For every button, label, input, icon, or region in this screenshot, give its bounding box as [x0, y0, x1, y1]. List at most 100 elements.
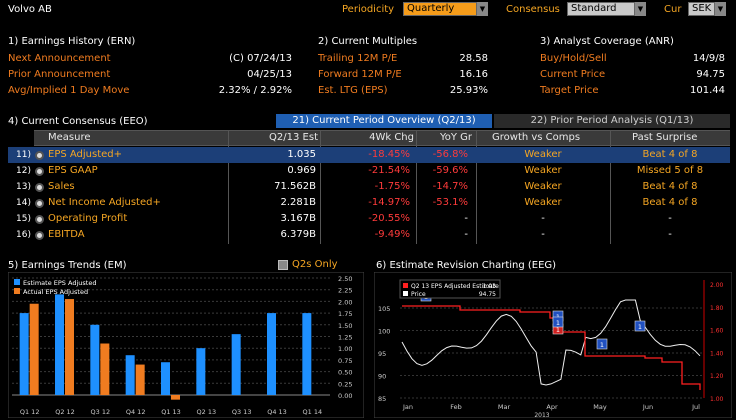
table-row[interactable]: 14) Net Income Adjusted+ 2.281B -14.97% … — [8, 195, 730, 211]
column-header-yoy[interactable]: YoY Gr — [439, 132, 472, 143]
measure-name: EPS Adjusted+ — [48, 149, 123, 160]
estimate-bar — [302, 313, 312, 395]
x-tick-label: Apr — [546, 403, 558, 411]
current-multiples-title[interactable]: 2) Current Multiples — [318, 36, 418, 47]
y-tick-label: 1.50 — [338, 322, 352, 330]
four-week-change: -9.49% — [374, 229, 410, 240]
analyst-label: Buy/Hold/Sell — [540, 53, 607, 64]
periodicity-select[interactable]: Quarterly — [403, 2, 477, 16]
analyst-value: 14/9/8 — [692, 53, 725, 64]
earnings-trends-chart: 2.50 2.25 2.00 1.75 1.50 1.25 1.00 0.75 0.50 0.25… — [8, 272, 364, 418]
x-tick-label: Jan — [402, 403, 413, 411]
earnings-history-value: (C) 07/24/13 — [229, 53, 292, 64]
column-header-4wk[interactable]: 4Wk Chg — [369, 132, 414, 143]
radio-icon[interactable] — [35, 199, 44, 208]
radio-icon[interactable] — [35, 215, 44, 224]
row-number: 16) — [16, 230, 31, 240]
multiples-value: 28.58 — [459, 53, 488, 64]
table-row[interactable]: 15) Operating Profit 3.167B -20.55% - - … — [8, 211, 730, 227]
estimate-value: 1.035 — [287, 149, 316, 160]
right-tick-label: 2.00 — [710, 282, 724, 289]
estimate-value: 6.379B — [280, 229, 317, 240]
yoy-growth: - — [464, 229, 468, 240]
actual-bar — [100, 343, 110, 395]
x-tick-label: Q3 13 — [232, 408, 252, 416]
four-week-change: -20.55% — [368, 213, 410, 224]
radio-icon[interactable] — [35, 231, 44, 240]
analyst-value: 94.75 — [696, 69, 725, 80]
x-tick-label: May — [593, 403, 607, 411]
column-divider — [610, 130, 611, 244]
multiples-value: 16.16 — [459, 69, 488, 80]
right-tick-label: 1.80 — [710, 305, 724, 312]
table-row[interactable]: 13) Sales 71.562B -1.75% -14.7% Weaker B… — [8, 179, 730, 195]
window-title: Volvo AB — [8, 4, 52, 15]
actual-bar — [65, 299, 74, 395]
chevron-down-icon[interactable]: ▼ — [715, 2, 726, 16]
four-week-change: -21.54% — [368, 165, 410, 176]
x-tick-label: Feb — [450, 403, 462, 411]
radio-icon[interactable] — [35, 151, 44, 160]
revision-marker-label: 1 — [600, 341, 604, 349]
consensus-select[interactable]: Standard — [567, 2, 635, 16]
y-tick-label: 2.25 — [338, 287, 352, 295]
earnings-trends-title[interactable]: 5) Earnings Trends (EM) — [8, 260, 127, 271]
x-tick-label: Q1 12 — [20, 408, 40, 416]
analyst-coverage-title[interactable]: 3) Analyst Coverage (ANR) — [540, 36, 674, 47]
x-tick-label: Q2 13 — [197, 408, 217, 416]
table-row[interactable]: 16) EBITDA 6.379B -9.49% - - - — [8, 227, 730, 243]
table-header: Measure Q2/13 Est 4Wk Chg YoY Gr Growth … — [34, 130, 730, 146]
currency-select[interactable]: SEK — [688, 2, 715, 16]
x-tick-label: Q4 12 — [126, 408, 146, 416]
actual-bar — [29, 303, 39, 395]
past-surprise: Beat 4 of 8 — [642, 197, 698, 208]
measure-name: EBITDA — [48, 229, 85, 240]
y-tick-label: 1.00 — [338, 345, 352, 353]
table-row[interactable]: 11) EPS Adjusted+ 1.035 -18.45% -56.8% W… — [8, 147, 730, 163]
x-tick-label: Q1 14 — [303, 408, 323, 416]
earnings-history-value: 04/25/13 — [247, 69, 292, 80]
legend-label: Actual EPS Adjusted — [23, 288, 88, 296]
growth-vs-comps: - — [541, 229, 545, 240]
past-surprise: - — [668, 213, 672, 224]
y-tick-label: 0.50 — [338, 369, 352, 377]
y-tick-label: 0.75 — [338, 357, 352, 365]
estimate-bar — [19, 313, 29, 395]
column-header-est[interactable]: Q2/13 Est — [269, 132, 318, 143]
legend-value: 94.75 — [479, 291, 496, 298]
chevron-down-icon[interactable]: ▼ — [635, 2, 646, 16]
y-tick-label: 1.75 — [338, 310, 352, 318]
consensus-title[interactable]: 4) Current Consensus (EEO) — [8, 116, 148, 127]
tab-current-period[interactable]: 21) Current Period Overview (Q2/13) — [276, 114, 492, 128]
estimate-value: 2.281B — [280, 197, 317, 208]
row-number: 15) — [16, 214, 31, 224]
past-surprise: Beat 4 of 8 — [642, 149, 698, 160]
q2s-checkbox[interactable] — [278, 260, 288, 270]
column-header-surprise[interactable]: Past Surprise — [632, 132, 698, 143]
estimate-value: 71.562B — [274, 181, 316, 192]
column-header-growth[interactable]: Growth vs Comps — [492, 132, 581, 143]
tab-prior-period[interactable]: 22) Prior Period Analysis (Q1/13) — [494, 114, 730, 128]
chevron-down-icon[interactable]: ▼ — [477, 2, 488, 16]
actual-bar — [135, 364, 145, 395]
growth-vs-comps: Weaker — [524, 165, 562, 176]
row-number: 12) — [16, 166, 31, 176]
currency-label: Cur — [664, 4, 682, 15]
four-week-change: -14.97% — [368, 197, 410, 208]
column-header-measure[interactable]: Measure — [48, 132, 91, 143]
estimate-bar — [196, 348, 206, 395]
estimate-revision-title[interactable]: 6) Estimate Revision Charting (EEG) — [376, 260, 557, 271]
revision-marker-label: 1 — [556, 319, 560, 327]
table-row[interactable]: 12) EPS GAAP 0.969 -21.54% -59.6% Weaker… — [8, 163, 730, 179]
legend-label: Estimate EPS Adjusted — [23, 279, 96, 287]
row-number: 13) — [16, 182, 31, 192]
left-tick-label: 100 — [378, 328, 390, 336]
estimate-line — [402, 305, 701, 390]
four-week-change: -18.45% — [368, 149, 410, 160]
column-divider — [228, 130, 229, 244]
past-surprise: Beat 4 of 8 — [642, 181, 698, 192]
radio-icon[interactable] — [35, 183, 44, 192]
earnings-history-title[interactable]: 1) Earnings History (ERN) — [8, 36, 136, 47]
x-tick-label: Q2 12 — [55, 408, 75, 416]
radio-icon[interactable] — [35, 167, 44, 176]
